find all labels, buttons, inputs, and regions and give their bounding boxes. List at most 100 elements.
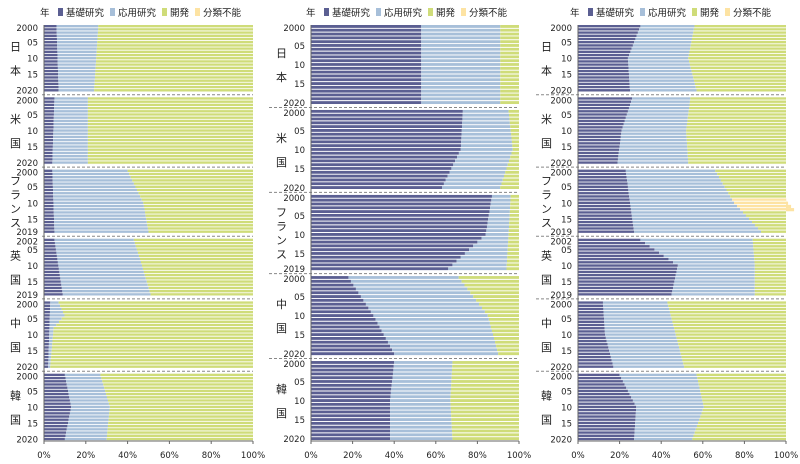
bar-segment-basic — [44, 330, 50, 334]
bar-segment-basic — [44, 376, 66, 381]
bar-segment-dev — [694, 79, 786, 83]
bar-segment-basic — [311, 148, 461, 152]
y-tick-label: 2020 — [283, 99, 305, 109]
bar-segment-basic — [44, 286, 62, 290]
bar-segment-basic — [578, 415, 636, 419]
bar-segment-dev — [109, 412, 254, 416]
bar-segment-applied — [391, 383, 452, 388]
bar-segment-dev — [700, 389, 786, 393]
bar-segment-dev — [690, 44, 786, 48]
bar-segment-applied — [387, 340, 496, 345]
bar-segment-basic — [311, 101, 422, 105]
bar-segment-basic — [44, 195, 54, 199]
bar-segment-dev — [693, 434, 786, 438]
bar-segment-basic — [578, 217, 633, 221]
x-tick-label: 100% — [241, 451, 265, 461]
x-tick-label: 60% — [160, 451, 179, 461]
bar-segment-applied — [390, 433, 453, 438]
bar-segment-dev — [686, 142, 786, 146]
bar-segment-basic — [44, 383, 67, 387]
bar-segment-applied — [53, 129, 88, 133]
bar-segment-applied — [373, 314, 488, 318]
bar-segment-dev — [96, 53, 254, 58]
bar-segment-applied — [385, 337, 495, 341]
bar-segment-basic — [44, 273, 60, 278]
bar-segment-applied — [49, 323, 57, 328]
bar-segment-applied — [49, 333, 54, 337]
bar-segment-dev — [500, 93, 519, 98]
y-tick-label: 15 — [294, 416, 305, 426]
bar-segment-basic — [311, 151, 459, 156]
bar-segment-dev — [87, 119, 253, 123]
legend-swatch-basic — [588, 8, 593, 16]
bar-segment-applied — [620, 138, 687, 143]
bar-segment-basic — [44, 283, 62, 287]
bar-segment-dev — [500, 89, 519, 94]
bar-segment-basic — [44, 415, 70, 419]
bar-segment-basic — [578, 238, 641, 242]
bar-segment-dev — [133, 238, 253, 242]
bar-segment-dev — [720, 179, 786, 183]
bar-segment-basic — [311, 28, 422, 33]
bar-segment-dev — [87, 142, 253, 146]
y-tick-label: 05 — [561, 183, 572, 193]
bar-segment-basic — [311, 174, 448, 179]
bar-segment-applied — [54, 103, 88, 107]
bar-segment-dev — [98, 28, 253, 32]
bar-segment-dev — [451, 376, 519, 381]
bar-segment-dev — [674, 327, 786, 331]
bar-segment-dev — [464, 283, 519, 288]
y-tick-label: 10 — [27, 403, 38, 413]
bar-segment-applied — [368, 306, 482, 311]
bar-segment-applied — [52, 182, 134, 186]
bar-segment-basic — [578, 421, 636, 425]
bar-segment-basic — [578, 116, 626, 120]
bar-segment-applied — [421, 32, 501, 37]
bar-segment-applied — [634, 41, 692, 45]
bar-segment-basic — [311, 380, 393, 384]
bar-segment-basic — [311, 36, 422, 41]
bar-segment-dev — [61, 317, 253, 321]
bar-segment-applied — [394, 352, 499, 357]
bar-segment-dev — [500, 28, 519, 33]
bar-segment-applied — [53, 208, 145, 212]
x-tick-label: 20% — [343, 451, 362, 461]
bar-segment-dev — [698, 383, 786, 387]
y-tick-label: 2000 — [283, 194, 305, 204]
bar-segment-applied — [654, 248, 754, 252]
bar-segment-dev — [500, 78, 519, 83]
bar-segment-applied — [620, 135, 687, 139]
group-label-char: ラ — [276, 220, 287, 233]
bar-segment-basic — [311, 259, 457, 264]
year-axis-label: 年 — [40, 7, 50, 19]
bar-segment-basic — [578, 76, 630, 80]
bar-segment-applied — [61, 286, 149, 290]
bar-segment-applied — [62, 289, 150, 294]
bar-segment-basic — [44, 132, 54, 136]
bar-segment-basic — [578, 188, 629, 193]
bar-segment-applied — [443, 182, 502, 187]
bar-segment-applied — [451, 167, 507, 171]
bar-segment-basic — [44, 402, 71, 406]
bar-segment-applied — [627, 185, 725, 189]
bar-segment-basic — [311, 263, 453, 268]
bar-segment-applied — [628, 69, 692, 74]
y-tick-label: 2019 — [550, 291, 572, 301]
bar-segment-applied — [69, 412, 110, 416]
bar-segment-dev — [693, 28, 786, 32]
bar-segment-dev — [140, 195, 253, 199]
bar-segment-basic — [311, 32, 422, 37]
bar-segment-basic — [44, 424, 68, 429]
bar-segment-applied — [610, 352, 681, 356]
bar-segment-dev — [682, 359, 786, 363]
y-tick-label: 10 — [294, 231, 305, 241]
bar-segment-applied — [353, 283, 465, 288]
bar-segment-basic — [578, 106, 629, 111]
bar-segment-dev — [97, 41, 253, 45]
bar-segment-applied — [52, 161, 88, 165]
bar-segment-dev — [150, 293, 253, 297]
bar-segment-basic — [311, 314, 374, 318]
y-tick-label: 10 — [27, 199, 38, 209]
